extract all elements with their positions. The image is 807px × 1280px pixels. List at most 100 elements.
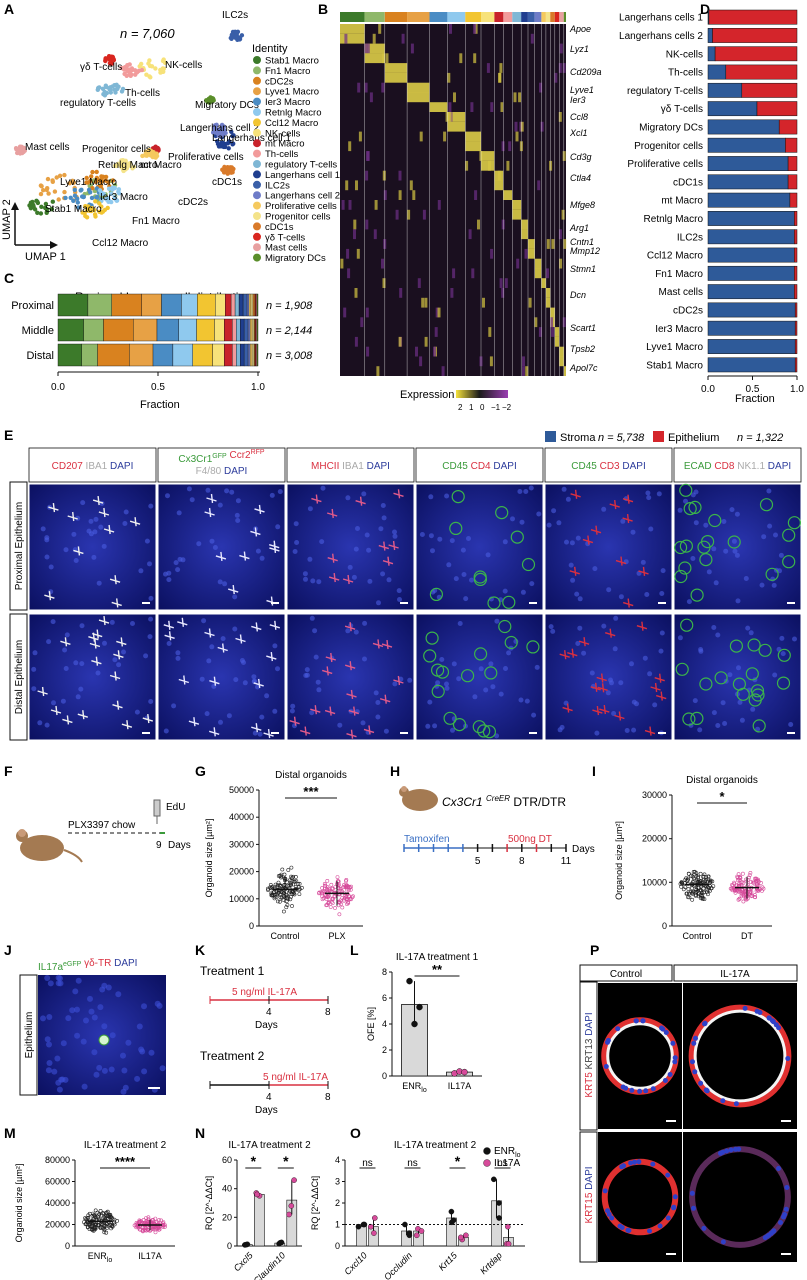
microscopy-header-label: CD207 IBA1 DAPI [52, 461, 134, 472]
microscopy-membrane [758, 643, 772, 657]
heatmap-speckle [562, 63, 566, 73]
heatmap-speckle [561, 209, 565, 220]
chart-data-point [346, 888, 351, 893]
chart-data-point [288, 1203, 295, 1209]
heatmap-speckle [504, 278, 508, 288]
microscopy-nucleus [292, 549, 298, 554]
microscopy-nucleus [444, 493, 450, 499]
microscopy-header-part: CD8 [714, 461, 737, 472]
microscopy-header-box [415, 447, 544, 483]
microscopy-nucleus [259, 714, 265, 720]
umap-legend-swatch [253, 222, 261, 231]
microscopy-nucleus [690, 556, 696, 561]
heatmap-speckle [398, 190, 402, 200]
microscopy-cell [44, 591, 55, 601]
heatmap-cluster-swatch [528, 12, 535, 22]
microscopy-nucleus [138, 568, 144, 574]
chart-data-point [406, 1230, 413, 1236]
microscopy-nucleus [731, 538, 737, 544]
chart-significance-label: * [283, 1153, 289, 1169]
microscopy-header-part: DAPI [493, 461, 516, 472]
microscopy-header-part: CD207 [52, 461, 86, 472]
chart-c-n-annotation: n = 3,008 [266, 350, 313, 362]
umap-point [221, 124, 227, 129]
chart-c-bar-segment [252, 293, 256, 317]
umap-point [88, 190, 93, 195]
heatmap-speckle [348, 141, 352, 152]
microscopy-nucleus [645, 490, 651, 496]
chart-category-label: Krt15 [437, 1250, 460, 1273]
chart-d-bar-epithelium [794, 302, 798, 318]
umap-point [100, 86, 106, 92]
microscopy-cell [178, 675, 190, 685]
heatmap-speckle [459, 53, 463, 64]
heatmap-speckle [357, 82, 361, 93]
microscopy-cell [654, 673, 665, 683]
heatmap-speckle [366, 43, 370, 54]
heatmap-high-block [465, 141, 481, 152]
col-header-box-control [579, 964, 673, 982]
microscopy-nucleus [611, 711, 617, 716]
umap-legend-label: Lyve1 Macro [265, 87, 319, 98]
heatmap-high-block [364, 53, 385, 64]
umap-point [49, 207, 54, 212]
microscopy-nucleus [316, 687, 322, 693]
umap-x-arrowhead [50, 241, 58, 249]
microscopy-nucleus [605, 690, 611, 696]
chart-d-bar-epithelium [785, 137, 798, 153]
chart-data-point [490, 1176, 497, 1183]
heatmap-high-block [364, 43, 385, 54]
umap-legend-swatch [253, 212, 261, 220]
microscopy-membrane [690, 711, 704, 726]
microscopy-cell [393, 675, 404, 686]
panel-j-header-part: γδ-TR [81, 958, 114, 969]
chart-y-tick-label: 4 [382, 1019, 387, 1029]
chart-data-point [691, 889, 696, 894]
heatmap-speckle [490, 248, 494, 259]
heatmap-speckle [398, 336, 402, 347]
microscopy-cell [217, 643, 228, 653]
panel-p-nucleus [784, 1185, 790, 1190]
microscopy-membrane [697, 540, 711, 554]
microscopy-nucleus [647, 671, 653, 677]
treatment-timelines: Treatment 1 5 ng/ml IL-17A 4 8 Days Trea… [200, 964, 331, 1116]
umap-legend-label: ILC2s [265, 180, 290, 191]
microscopy-nucleus [773, 532, 778, 538]
chart-category-text: Cxcl10 [342, 1250, 369, 1277]
microscopy-nucleus [503, 666, 508, 671]
panel-p-nucleus [771, 1228, 777, 1234]
microscopy-nucleus [277, 489, 283, 495]
microscopy-cell [215, 551, 227, 561]
microscopy-cell [599, 705, 610, 715]
umap-cluster-label: Ier3 Macro [100, 192, 148, 203]
microscopy-nucleus [144, 538, 150, 544]
panel-j-nucleus [40, 1015, 46, 1022]
umap-point [35, 210, 40, 215]
chart-data-point [344, 878, 349, 882]
umap-point [43, 201, 49, 207]
umap-legend-swatch [253, 118, 261, 127]
chart-data-point [700, 896, 705, 900]
chart-data-point [736, 897, 741, 902]
panel-j-row-label: Epithelium [24, 1012, 35, 1059]
panel-p-tiles [579, 981, 797, 1263]
chart-y-tick-label: 20000 [642, 834, 667, 844]
microscopy-header-part: ECAD [684, 461, 715, 472]
microscopy-membrane [679, 483, 693, 497]
microscopy-nucleus [528, 485, 534, 491]
panel-j-nucleus [134, 1075, 141, 1082]
umap-point [217, 130, 222, 135]
umap-cluster-label: Stab1 Macro [45, 204, 102, 215]
chart-data-point [324, 903, 329, 908]
microscopy-nucleus [692, 698, 698, 704]
chart-data-point [739, 891, 744, 896]
umap-point [147, 58, 152, 63]
umap-n-label: n = 7,060 [120, 26, 175, 41]
microscopy-nucleus [31, 686, 37, 692]
chart-m-organoid-size: IL-17A treatment 2020000400006000080000O… [14, 1140, 175, 1264]
microscopy-nucleus [269, 492, 275, 498]
microscopy-nucleus [351, 574, 357, 580]
panel-p-row2-part: DAPI [584, 1166, 595, 1189]
